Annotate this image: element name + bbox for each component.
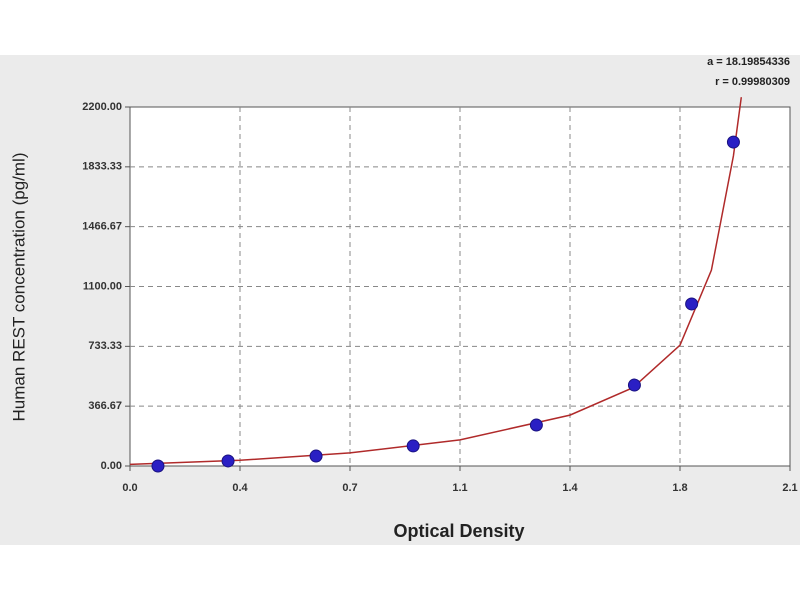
y-tick-label: 0.00	[101, 460, 122, 472]
annotation: r = 0.99980309	[715, 76, 790, 88]
y-tick-label: 1466.67	[82, 221, 122, 233]
y-tick-label: 1100.00	[83, 280, 122, 292]
y-axis-title: Human REST concentration (pg/ml)	[9, 153, 28, 422]
x-axis-title: Optical Density	[393, 521, 524, 541]
y-tick-label: 2200.00	[82, 101, 122, 113]
x-tick-label: 1.4	[562, 482, 578, 494]
data-point	[221, 454, 235, 468]
x-tick-label: 1.8	[672, 482, 687, 494]
data-point	[627, 378, 641, 392]
data-point	[309, 449, 323, 463]
y-tick-label: 733.33	[88, 340, 122, 352]
y-tick-label: 1833.33	[82, 161, 122, 173]
data-point	[406, 439, 420, 453]
x-tick-label: 2.1	[782, 482, 797, 494]
x-tick-label: 0.0	[122, 482, 137, 494]
data-point	[726, 135, 740, 149]
y-tick-label: 366.67	[88, 400, 122, 412]
data-point	[685, 297, 699, 311]
x-tick-label: 0.7	[342, 482, 357, 494]
x-tick-label: 0.4	[232, 482, 248, 494]
x-tick-label: 1.1	[452, 482, 467, 494]
data-point	[151, 459, 165, 473]
annotation: a = 18.19854336	[707, 56, 790, 68]
data-point	[529, 418, 543, 432]
fit-curve	[129, 97, 743, 466]
